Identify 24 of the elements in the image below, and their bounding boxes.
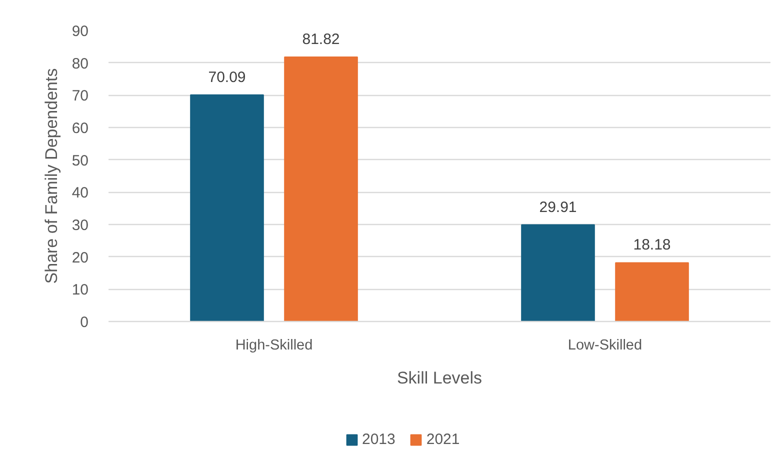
bar — [190, 94, 264, 322]
y-axis-title: Share of Family Dependents — [42, 68, 61, 284]
legend-label: 2013 — [362, 431, 396, 448]
y-tick-label: 50 — [72, 152, 89, 170]
legend-label: 2021 — [426, 431, 460, 448]
y-tick-label: 30 — [72, 217, 89, 234]
y-tick-label: 70 — [72, 88, 89, 105]
y-tick-label: 80 — [72, 55, 89, 72]
bar — [615, 262, 689, 322]
data-label: 70.09 — [208, 68, 246, 86]
y-tick-label: 90 — [72, 23, 89, 40]
y-tick-label: 60 — [72, 120, 89, 137]
data-label: 81.82 — [302, 30, 340, 48]
data-label: 29.91 — [539, 198, 577, 216]
x-tick-label: Low-Skilled — [568, 338, 642, 354]
x-axis-title: Skill Levels — [396, 368, 482, 388]
y-tick-label: 40 — [72, 184, 89, 202]
y-tick-label: 20 — [72, 249, 89, 266]
x-tick-label: High-Skilled — [235, 338, 313, 354]
bar — [284, 56, 358, 322]
bar — [521, 224, 595, 322]
data-label: 18.18 — [633, 236, 671, 254]
y-tick-label: 0 — [80, 314, 88, 331]
y-tick-label: 10 — [72, 282, 89, 299]
